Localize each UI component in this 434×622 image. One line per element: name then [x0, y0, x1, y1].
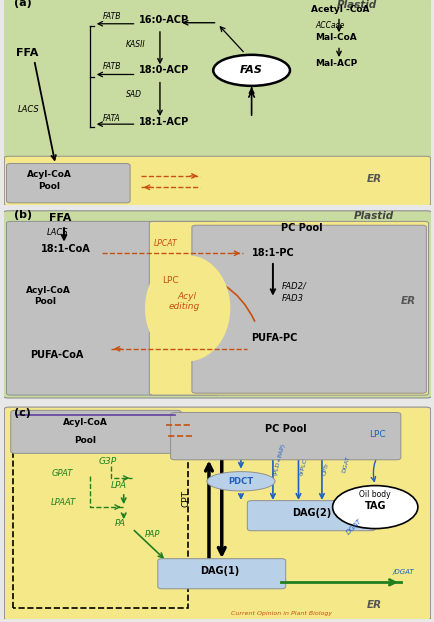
- Text: Pool: Pool: [34, 297, 56, 307]
- Text: LACS: LACS: [18, 104, 39, 114]
- Text: Plastid: Plastid: [336, 0, 376, 10]
- Text: Acyl-CoA: Acyl-CoA: [63, 419, 108, 427]
- Text: Pool: Pool: [74, 435, 96, 445]
- Text: Plastid: Plastid: [353, 211, 393, 221]
- Text: ER: ER: [366, 600, 381, 610]
- Text: Acyl: Acyl: [177, 292, 196, 300]
- FancyBboxPatch shape: [158, 559, 285, 589]
- Text: FFA: FFA: [49, 213, 71, 223]
- Text: KASII: KASII: [125, 40, 145, 49]
- Text: LPA: LPA: [111, 481, 127, 490]
- Text: Acetyl -CoA: Acetyl -CoA: [311, 6, 369, 14]
- Text: PUFA-CoA: PUFA-CoA: [30, 350, 83, 360]
- Text: LPCAT: LPCAT: [153, 239, 177, 249]
- Text: PUFA-PC: PUFA-PC: [251, 333, 297, 343]
- Text: (c): (c): [14, 407, 30, 418]
- Text: LACS: LACS: [47, 228, 69, 237]
- Text: Pool: Pool: [38, 182, 60, 192]
- Text: 18:0-ACP: 18:0-ACP: [138, 65, 188, 75]
- Text: FAS: FAS: [240, 65, 263, 75]
- FancyBboxPatch shape: [149, 221, 427, 395]
- Text: 18:1-PC: 18:1-PC: [251, 248, 294, 258]
- Text: SAD: SAD: [125, 90, 141, 100]
- Text: PA: PA: [115, 519, 126, 529]
- Text: DGAT: DGAT: [340, 455, 350, 474]
- Text: PAP: PAP: [145, 530, 160, 539]
- Text: PDCT: PDCT: [228, 477, 253, 486]
- Ellipse shape: [145, 255, 230, 361]
- Text: Mal-ACP: Mal-ACP: [315, 59, 357, 68]
- Text: FFA: FFA: [16, 48, 39, 58]
- Text: CPTr: CPTr: [321, 462, 329, 476]
- FancyBboxPatch shape: [247, 501, 375, 531]
- Text: LPC: LPC: [162, 276, 178, 285]
- Text: ER: ER: [366, 174, 381, 184]
- Text: (PLD+PAP): (PLD+PAP): [272, 442, 286, 476]
- Text: LPC: LPC: [368, 430, 385, 439]
- FancyBboxPatch shape: [4, 407, 430, 620]
- FancyBboxPatch shape: [2, 211, 432, 398]
- Text: PC Pool: PC Pool: [281, 223, 322, 233]
- FancyBboxPatch shape: [2, 0, 432, 170]
- Ellipse shape: [207, 471, 274, 491]
- FancyBboxPatch shape: [7, 221, 219, 395]
- Text: Acyl-CoA: Acyl-CoA: [26, 286, 70, 295]
- FancyBboxPatch shape: [7, 164, 130, 203]
- Text: /DGAT: /DGAT: [391, 569, 413, 575]
- Text: DAG(2): DAG(2): [291, 508, 330, 518]
- Text: orPLC: orPLC: [298, 457, 307, 476]
- Ellipse shape: [213, 55, 289, 86]
- Text: 16:0-ACP: 16:0-ACP: [138, 15, 188, 25]
- Text: FATB: FATB: [102, 62, 121, 72]
- FancyBboxPatch shape: [170, 412, 400, 460]
- Text: DAG(1): DAG(1): [200, 566, 239, 576]
- Text: (a): (a): [14, 0, 31, 8]
- Text: Current Opinion in Plant Biology: Current Opinion in Plant Biology: [230, 611, 331, 616]
- FancyBboxPatch shape: [4, 156, 430, 206]
- Text: editing: editing: [168, 302, 199, 311]
- Text: 18:1-CoA: 18:1-CoA: [40, 244, 90, 254]
- Text: FAD2/: FAD2/: [281, 282, 306, 291]
- Text: ER: ER: [400, 297, 415, 307]
- Text: (b): (b): [14, 210, 32, 220]
- Text: 18:1-ACP: 18:1-ACP: [138, 117, 188, 127]
- Text: FATA: FATA: [102, 114, 120, 123]
- Text: Oil body: Oil body: [358, 490, 390, 499]
- Text: TAG: TAG: [364, 501, 385, 511]
- Text: FATB: FATB: [102, 12, 121, 21]
- Text: Mal-CoA: Mal-CoA: [315, 34, 356, 42]
- Text: ACCase: ACCase: [315, 21, 344, 30]
- FancyBboxPatch shape: [11, 411, 181, 453]
- Text: G3P: G3P: [98, 457, 116, 466]
- Text: PC Pool: PC Pool: [264, 424, 306, 434]
- Text: CPT: CPT: [181, 490, 190, 507]
- Text: FAD3: FAD3: [281, 294, 303, 302]
- Text: LPAAT: LPAAT: [51, 498, 76, 507]
- FancyBboxPatch shape: [191, 225, 425, 393]
- Text: Acyl-CoA: Acyl-CoA: [26, 170, 71, 179]
- Text: DGAT: DGAT: [345, 518, 362, 536]
- Text: GPAT: GPAT: [51, 469, 72, 478]
- Circle shape: [332, 486, 417, 529]
